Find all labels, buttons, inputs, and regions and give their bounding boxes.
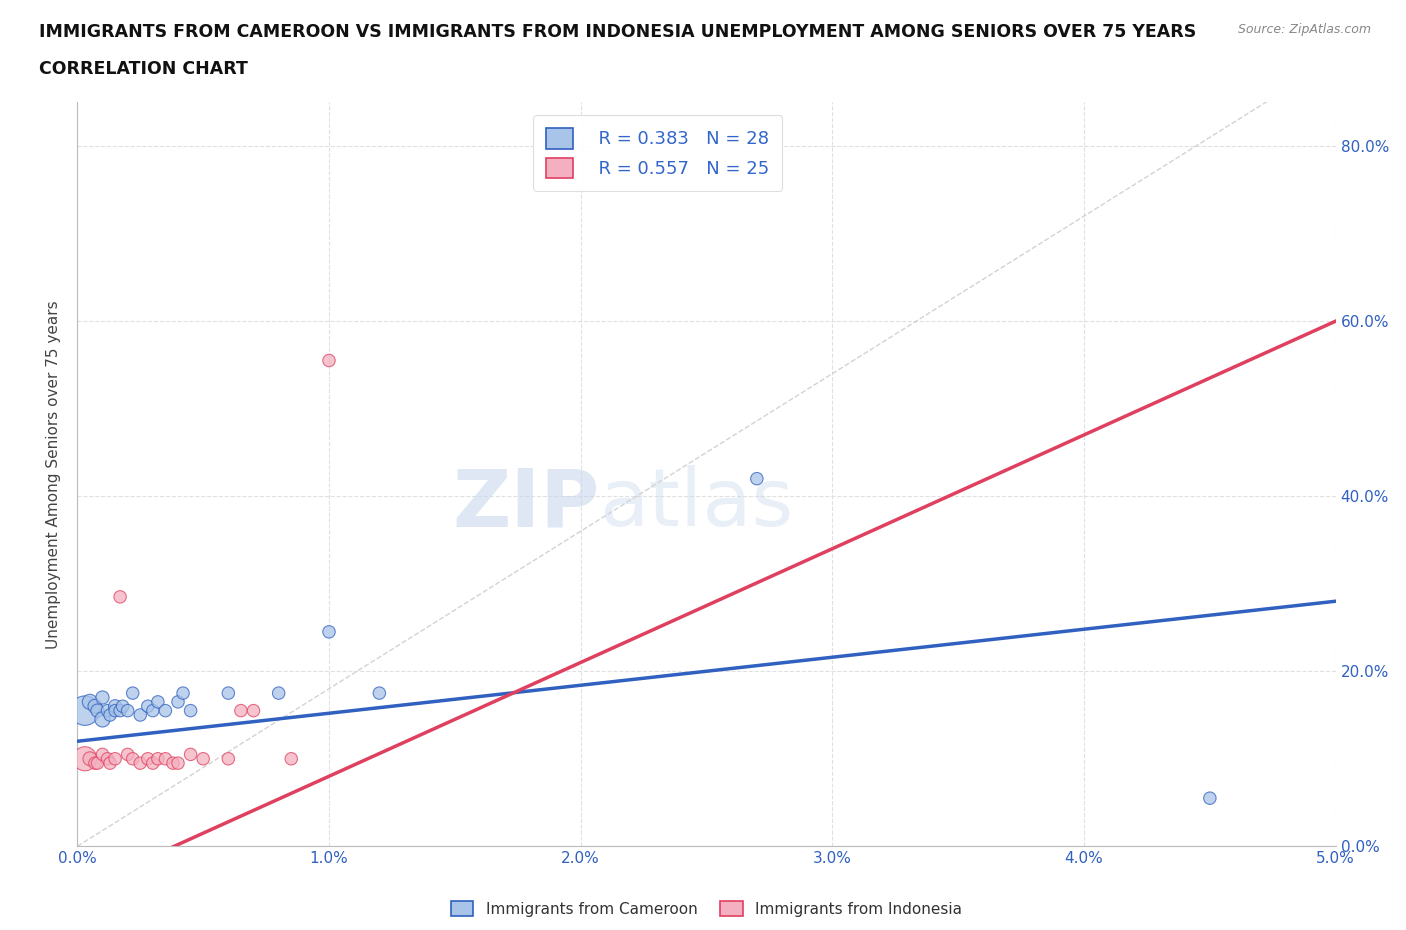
Point [104, 703, 127, 718]
Point [104, 751, 127, 766]
Point [117, 747, 139, 762]
Point [91, 747, 114, 762]
Point [136, 698, 159, 713]
Point [217, 685, 239, 700]
Point [229, 703, 252, 718]
Text: IMMIGRANTS FROM CAMEROON VS IMMIGRANTS FROM INDONESIA UNEMPLOYMENT AMONG SENIORS: IMMIGRANTS FROM CAMEROON VS IMMIGRANTS F… [39, 23, 1197, 41]
Point [79, 751, 101, 766]
Point [155, 703, 177, 718]
Point [267, 685, 290, 700]
Point [318, 624, 340, 639]
Point [84, 756, 107, 771]
Point [104, 698, 127, 713]
Point [280, 751, 302, 766]
Point [121, 685, 143, 700]
Point [98, 708, 121, 723]
Point [217, 751, 239, 766]
Point [162, 756, 184, 771]
Point [86, 756, 108, 771]
Point [191, 751, 215, 766]
Point [318, 353, 340, 368]
Point [180, 703, 202, 718]
Point [96, 751, 118, 766]
Point [98, 756, 121, 771]
Point [142, 756, 165, 771]
Point [242, 703, 264, 718]
Y-axis label: Unemployment Among Seniors over 75 years: Unemployment Among Seniors over 75 years [45, 300, 60, 648]
Point [73, 751, 96, 766]
Point [745, 472, 768, 486]
Point [84, 698, 107, 713]
Point [79, 695, 101, 710]
Point [73, 703, 96, 718]
Point [86, 703, 108, 718]
Point [180, 747, 202, 762]
Text: Source: ZipAtlas.com: Source: ZipAtlas.com [1237, 23, 1371, 36]
Point [167, 756, 190, 771]
Point [146, 695, 169, 710]
Text: ZIP: ZIP [453, 465, 599, 543]
Legend: Immigrants from Cameroon, Immigrants from Indonesia: Immigrants from Cameroon, Immigrants fro… [443, 893, 970, 924]
Point [368, 685, 391, 700]
Text: atlas: atlas [599, 465, 794, 543]
Point [1198, 790, 1220, 805]
Point [172, 685, 194, 700]
Point [136, 751, 159, 766]
Point [167, 695, 190, 710]
Point [129, 756, 152, 771]
Point [91, 690, 114, 705]
Point [146, 751, 169, 766]
Point [117, 703, 139, 718]
Point [142, 703, 165, 718]
Text: CORRELATION CHART: CORRELATION CHART [39, 60, 249, 78]
Point [108, 590, 131, 604]
Point [121, 751, 143, 766]
Point [96, 703, 118, 718]
Point [129, 708, 152, 723]
Point [108, 703, 131, 718]
Point [91, 712, 114, 727]
Point [111, 698, 134, 713]
Point [155, 751, 177, 766]
